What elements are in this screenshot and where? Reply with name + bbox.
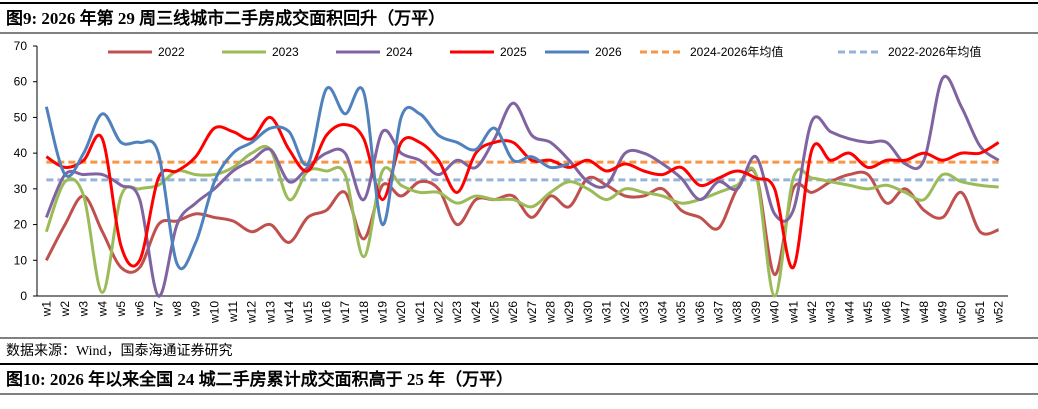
y-tick-label: 0 bbox=[20, 289, 27, 303]
x-tick-label: w35 bbox=[674, 301, 688, 324]
legend-label: 2025 bbox=[500, 45, 527, 59]
legend-label: 2022-2026年均值 bbox=[888, 44, 981, 59]
x-tick-label: w31 bbox=[600, 301, 614, 324]
x-tick-label: w39 bbox=[749, 301, 763, 324]
x-tick-label: w3 bbox=[77, 301, 91, 318]
x-tick-label: w11 bbox=[226, 301, 240, 323]
y-tick-label: 50 bbox=[14, 110, 28, 124]
x-tick-label: w41 bbox=[786, 301, 800, 324]
x-tick-label: w8 bbox=[170, 301, 184, 318]
x-tick-label: w47 bbox=[898, 301, 912, 324]
x-tick-label: w24 bbox=[469, 301, 483, 324]
next-title: 图10: 2026 年以来全国 24 城二手房累计成交面积高于 25 年（万平） bbox=[6, 369, 513, 389]
y-tick-label: 40 bbox=[14, 146, 28, 160]
legend-label: 2024 bbox=[386, 45, 413, 59]
x-tick-label: w50 bbox=[954, 301, 968, 324]
y-tick-label: 10 bbox=[14, 253, 28, 267]
x-tick-label: w7 bbox=[151, 301, 165, 318]
x-tick-label: w17 bbox=[338, 301, 352, 324]
chart-title: 图9: 2026 年第 29 周三线城市二手房成交面积回升（万平） bbox=[6, 8, 445, 28]
series-line bbox=[45, 115, 1000, 269]
x-tick-label: w26 bbox=[506, 301, 520, 324]
x-tick-label: w27 bbox=[525, 301, 539, 324]
x-tick-label: w33 bbox=[637, 301, 651, 324]
series-line bbox=[44, 86, 570, 271]
x-tick-label: w38 bbox=[730, 301, 744, 324]
y-tick-label: 30 bbox=[14, 182, 28, 196]
legend-label: 2024-2026年均值 bbox=[690, 44, 783, 59]
x-tick-label: w18 bbox=[357, 301, 371, 324]
x-tick-label: w20 bbox=[394, 301, 408, 324]
x-tick-label: w5 bbox=[114, 301, 128, 318]
series-line bbox=[45, 168, 1000, 277]
x-tick-label: w25 bbox=[487, 301, 501, 324]
x-tick-label: w22 bbox=[431, 301, 445, 324]
x-tick-label: w6 bbox=[133, 301, 147, 318]
series-line bbox=[44, 144, 999, 298]
x-tick-label: w4 bbox=[95, 301, 109, 318]
x-tick-label: w16 bbox=[319, 301, 333, 324]
x-tick-label: w28 bbox=[544, 301, 558, 324]
x-tick-label: w12 bbox=[245, 301, 259, 324]
source: 数据来源：Wind，国泰海通证券研究 bbox=[6, 343, 233, 359]
legend-label: 2023 bbox=[272, 45, 299, 59]
x-tick-label: w34 bbox=[656, 301, 670, 324]
y-tick-label: 70 bbox=[14, 39, 28, 53]
x-tick-label: w15 bbox=[301, 301, 315, 324]
legend-label: 2026 bbox=[595, 45, 622, 59]
x-tick-label: w30 bbox=[581, 301, 595, 324]
x-tick-label: w46 bbox=[880, 301, 894, 324]
legend-label: 2022 bbox=[158, 45, 185, 59]
x-tick-label: w49 bbox=[936, 301, 950, 324]
y-tick-label: 60 bbox=[14, 75, 28, 89]
x-tick-label: w19 bbox=[375, 301, 389, 324]
x-tick-label: w9 bbox=[189, 301, 203, 318]
x-tick-label: w14 bbox=[282, 301, 296, 324]
series-line bbox=[44, 74, 1000, 298]
y-tick-label: 20 bbox=[14, 218, 28, 232]
x-tick-label: w32 bbox=[618, 301, 632, 324]
x-tick-label: w51 bbox=[973, 301, 987, 324]
x-tick-label: w43 bbox=[824, 301, 838, 324]
x-tick-label: w13 bbox=[263, 301, 277, 324]
x-tick-label: w21 bbox=[413, 301, 427, 324]
x-tick-label: w29 bbox=[562, 301, 576, 324]
x-tick-label: w23 bbox=[450, 301, 464, 324]
x-tick-label: w1 bbox=[39, 301, 53, 318]
x-tick-label: w45 bbox=[861, 301, 875, 324]
x-tick-label: w37 bbox=[712, 301, 726, 324]
x-tick-label: w42 bbox=[805, 301, 819, 324]
x-tick-label: w10 bbox=[207, 301, 221, 324]
x-tick-label: w2 bbox=[58, 301, 72, 318]
x-tick-label: w52 bbox=[992, 301, 1006, 324]
x-tick-label: w44 bbox=[842, 301, 856, 324]
x-tick-label: w48 bbox=[917, 301, 931, 324]
x-tick-label: w36 bbox=[693, 301, 707, 324]
x-tick-label: w40 bbox=[768, 301, 782, 324]
